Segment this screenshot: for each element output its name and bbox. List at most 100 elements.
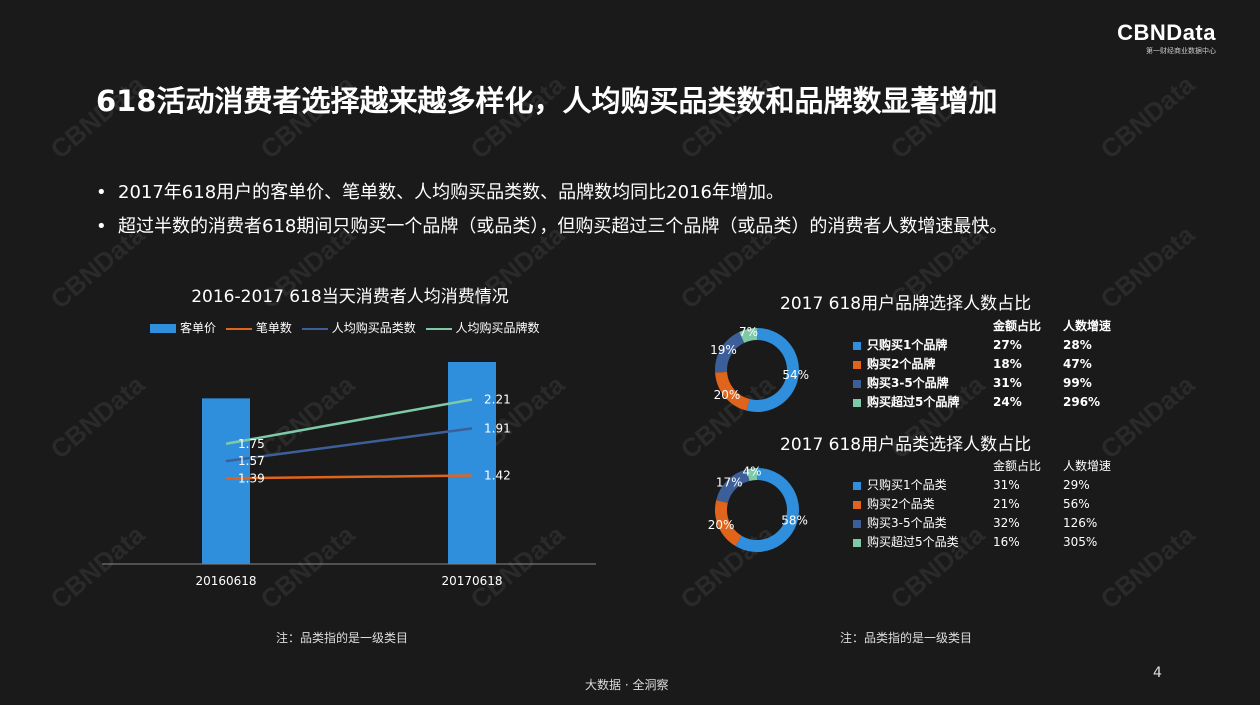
category-donut-chart: 58% 20% 17%4% — [708, 464, 808, 552]
series-line — [225, 474, 473, 480]
bullet-text: 超过半数的消费者618期间只购买一个品牌（或品类），但购买超过三个品牌（或品类）… — [118, 216, 1008, 237]
donut-slice — [746, 328, 799, 412]
table-row: 购买2个品牌 18% 47% — [853, 354, 1111, 373]
legend-item: 人均购买品类数 — [301, 319, 416, 336]
table-row: 购买3-5个品牌 31% 99% — [853, 373, 1111, 392]
cell: 56% — [1063, 496, 1090, 511]
donut-slice — [715, 331, 745, 373]
bullet-item: • 超过半数的消费者618期间只购买一个品牌（或品类），但购买超过三个品牌（或品类… — [96, 212, 1007, 238]
table-header: 金额占比 — [993, 459, 1042, 473]
row-label: 购买2个品牌 — [867, 357, 936, 371]
cell: 47% — [1063, 356, 1092, 371]
legend-swatch — [853, 360, 861, 369]
brand-data-table: 金额占比 人数增速 只购买1个品牌 27% 28% 购买2个品牌 18% 47% 购买3… — [853, 316, 1111, 411]
x-tick-label: 20170618 — [441, 574, 502, 588]
cell: 21% — [993, 496, 1020, 511]
table-header: 金额占比 — [993, 319, 1042, 333]
left-chart-legend: 客单价 笔单数 人均购买品类数 人均购买品牌数 — [150, 319, 546, 336]
legend-item: 笔单数 — [225, 319, 292, 336]
legend-swatch — [853, 379, 861, 388]
slice-label: 20% — [714, 388, 741, 402]
bar — [448, 362, 496, 564]
legend-swatch — [853, 341, 861, 350]
x-tick-label: 20160618 — [195, 574, 256, 588]
cell: 24% — [993, 394, 1022, 409]
left-note: 注：品类指的是一级类目 — [276, 631, 409, 645]
series-line — [225, 398, 473, 445]
donut-slice — [715, 500, 742, 547]
logo-text: CBNData — [1117, 20, 1216, 45]
slice-label: 17% — [716, 476, 743, 490]
footer-slogan: 大数据 · 全洞察 — [585, 678, 669, 692]
cell: 305% — [1063, 534, 1098, 549]
legend-label: 客单价 — [180, 321, 217, 335]
table-row: 购买2个品类 21% 56% — [853, 494, 1111, 513]
category-data-table: 金额占比 人数增速 只购买1个品类 31% 29% 购买2个品类 21% 56% 购买3… — [853, 456, 1111, 551]
legend-swatch-line — [225, 327, 252, 330]
data-label: 1.75 — [238, 437, 265, 451]
watermark-text: CBNData — [1095, 69, 1201, 165]
legend-swatch — [853, 481, 861, 490]
data-label: 1.57 — [238, 454, 265, 468]
slice-label: 4% — [743, 464, 762, 478]
slice-label: 54% — [782, 368, 809, 382]
cell: 29% — [1063, 477, 1090, 492]
donut-slice — [715, 371, 750, 411]
legend-swatch — [853, 500, 861, 509]
page-number: 4 — [1153, 665, 1162, 681]
legend-swatch-line — [425, 327, 452, 330]
row-label: 购买3-5个品牌 — [867, 376, 949, 390]
cell: 16% — [993, 534, 1020, 549]
donut-slice — [716, 469, 750, 504]
page-title: 618活动消费者选择越来越多样化，人均购买品类数和品牌数显著增加 — [96, 84, 998, 118]
brand-donut-chart: 54% 20% 19%7% — [710, 325, 809, 412]
bullet-text: 2017年618用户的客单价、笔单数、人均购买品类数、品牌数均同比2016年增加… — [118, 182, 784, 203]
legend-swatch — [853, 398, 861, 407]
table-row: 购买超过5个品类 16% 305% — [853, 532, 1111, 551]
cell: 99% — [1063, 375, 1092, 390]
cell: 32% — [993, 515, 1020, 530]
bullet-item: • 2017年618用户的客单价、笔单数、人均购买品类数、品牌数均同比2016年增… — [96, 178, 784, 204]
right-note: 注：品类指的是一级类目 — [840, 631, 973, 645]
data-label: 1.39 — [238, 471, 265, 485]
category-donut-title: 2017 618用户品类选择人数占比 — [780, 435, 1032, 455]
table-header: 人数增速 — [1063, 319, 1112, 333]
table-row: 购买超过5个品牌 24% 296% — [853, 392, 1111, 411]
row-label: 购买超过5个品牌 — [867, 395, 960, 409]
data-label: 2.21 — [484, 393, 511, 407]
cell: 31% — [993, 375, 1022, 390]
table-row: 购买3-5个品类 32% 126% — [853, 513, 1111, 532]
legend-label: 笔单数 — [255, 321, 292, 335]
row-label: 购买3-5个品类 — [867, 516, 947, 530]
data-label: 1.91 — [484, 421, 511, 435]
legend-swatch — [853, 519, 861, 528]
row-label: 只购买1个品牌 — [867, 338, 948, 352]
cell: 27% — [993, 337, 1022, 352]
cell: 31% — [993, 477, 1020, 492]
donut-slice — [739, 328, 758, 343]
table-header: 人数增速 — [1063, 459, 1112, 473]
cell: 296% — [1063, 394, 1101, 409]
table-row: 只购买1个品类 31% 29% — [853, 475, 1111, 494]
row-label: 购买2个品类 — [867, 497, 935, 511]
logo-subtitle: 第一财经商业数据中心 — [1146, 47, 1216, 55]
slice-label: 7% — [739, 325, 758, 339]
row-label: 购买超过5个品类 — [867, 535, 959, 549]
slice-label: 19% — [710, 343, 737, 357]
bullet-mark: • — [96, 182, 107, 203]
cell: 28% — [1063, 337, 1092, 352]
legend-swatch-bar — [150, 324, 176, 333]
series-line — [225, 427, 473, 463]
table-row: 只购买1个品牌 27% 28% — [853, 335, 1111, 354]
brand-logo: CBNData 第一财经商业数据中心 — [1117, 22, 1216, 56]
legend-swatch — [853, 538, 861, 547]
watermark-text: CBNData — [1095, 219, 1201, 315]
legend-label: 人均购买品牌数 — [455, 321, 540, 335]
donut-slice — [746, 468, 758, 482]
brand-donut-title: 2017 618用户品牌选择人数占比 — [780, 294, 1032, 314]
slice-label: 20% — [708, 518, 735, 532]
bar — [202, 398, 250, 564]
bullet-mark: • — [96, 216, 107, 237]
data-label: 1.42 — [484, 469, 511, 483]
cell: 126% — [1063, 515, 1098, 530]
